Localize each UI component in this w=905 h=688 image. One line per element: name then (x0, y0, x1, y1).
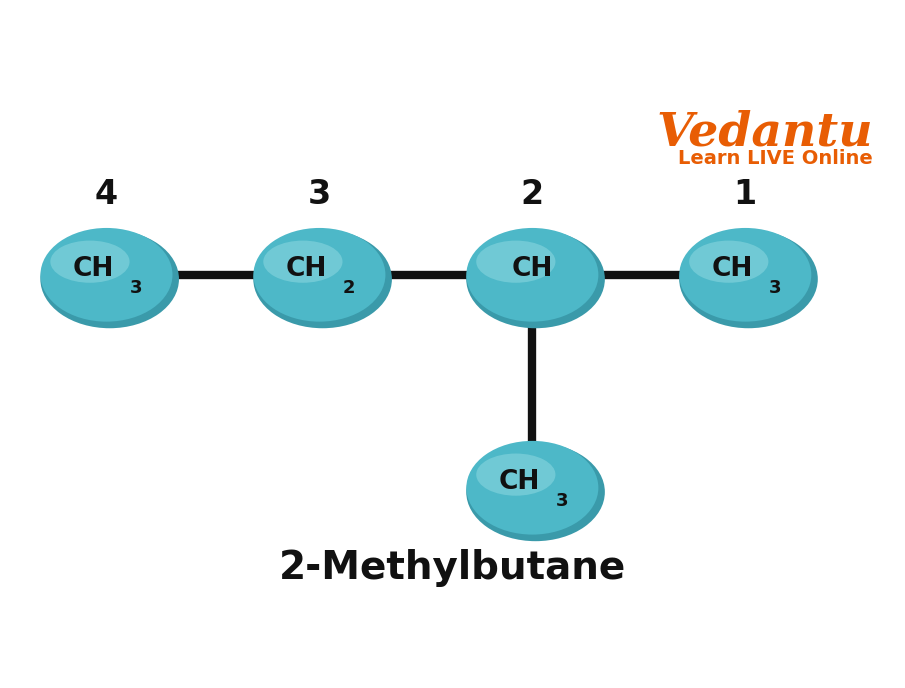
Ellipse shape (680, 228, 811, 322)
Text: Learn LIVE Online: Learn LIVE Online (679, 149, 873, 168)
Ellipse shape (263, 241, 342, 283)
Ellipse shape (41, 228, 173, 322)
Text: 4: 4 (95, 178, 118, 211)
Ellipse shape (476, 241, 556, 283)
Ellipse shape (466, 230, 605, 328)
Text: CH: CH (511, 257, 553, 283)
Ellipse shape (466, 443, 605, 541)
Text: 3: 3 (556, 491, 568, 510)
Text: CH: CH (712, 257, 753, 283)
Text: 3: 3 (768, 279, 781, 297)
Text: Vedantu: Vedantu (656, 110, 873, 155)
Ellipse shape (690, 241, 768, 283)
Text: 1: 1 (734, 178, 757, 211)
Ellipse shape (51, 241, 129, 283)
Ellipse shape (253, 228, 386, 322)
Text: 2: 2 (343, 279, 356, 297)
Text: CH: CH (499, 469, 540, 495)
Ellipse shape (41, 230, 179, 328)
Ellipse shape (679, 230, 818, 328)
Ellipse shape (476, 453, 556, 495)
Text: 3: 3 (130, 279, 142, 297)
Text: CH: CH (73, 257, 114, 283)
Text: 2: 2 (520, 178, 544, 211)
Text: CH: CH (286, 257, 328, 283)
Ellipse shape (466, 228, 598, 322)
Ellipse shape (466, 441, 598, 535)
Text: 2-Methylbutane: 2-Methylbutane (279, 548, 626, 587)
Ellipse shape (253, 230, 392, 328)
Text: 3: 3 (308, 178, 331, 211)
